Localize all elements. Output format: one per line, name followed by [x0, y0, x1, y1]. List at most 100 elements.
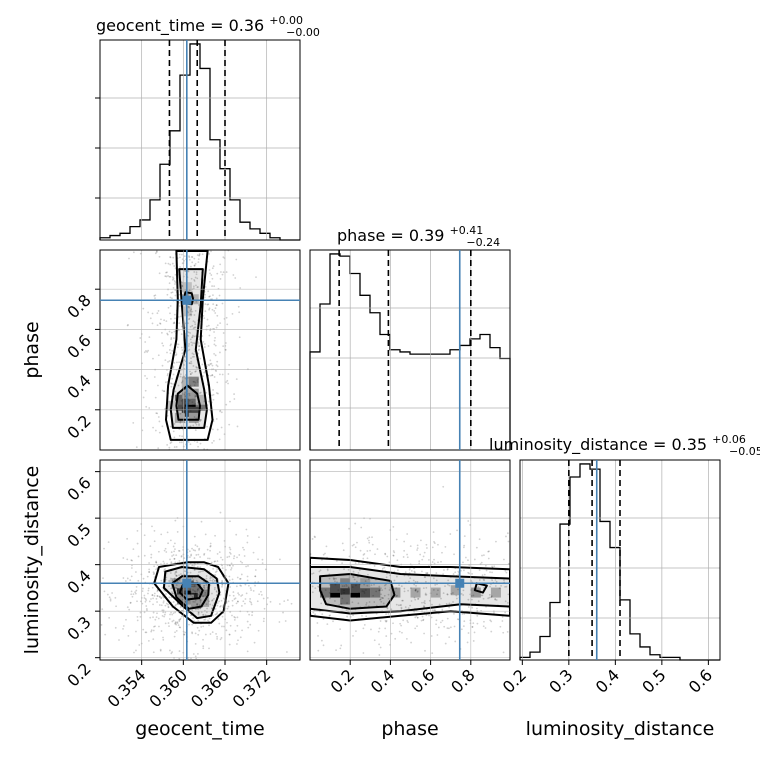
scatter-point: [343, 589, 345, 592]
scatter-point: [210, 607, 213, 610]
scatter-point: [551, 600, 553, 602]
scatter-point: [209, 295, 211, 298]
truth-marker-phase-vs-luminosity-distance: [455, 578, 465, 588]
scatter-point: [155, 251, 158, 253]
scatter-point: [236, 600, 239, 603]
scatter-point: [443, 625, 446, 628]
scatter-point: [238, 619, 240, 621]
scatter-point: [445, 602, 448, 605]
scatter-point: [188, 289, 191, 292]
scatter-point: [167, 274, 169, 277]
scatter-point: [191, 222, 193, 224]
scatter-point: [154, 297, 156, 300]
scatter-point: [442, 573, 445, 576]
scatter-point: [471, 626, 474, 628]
scatter-point: [518, 631, 520, 633]
scatter-point: [175, 570, 178, 573]
xtick-label-luminosity-distance: 0.5: [638, 665, 669, 696]
scatter-point: [237, 639, 239, 642]
scatter-point: [192, 589, 194, 591]
scatter-point: [434, 609, 436, 612]
scatter-point: [156, 219, 158, 221]
scatter-point: [335, 577, 337, 580]
scatter-point: [235, 378, 238, 381]
scatter-point: [264, 593, 266, 595]
scatter-point: [217, 618, 220, 620]
scatter-point: [174, 561, 177, 564]
scatter-point: [385, 635, 388, 637]
scatter-point: [399, 622, 402, 625]
scatter-point: [162, 344, 165, 347]
scatter-point: [178, 650, 181, 652]
scatter-point: [206, 325, 208, 328]
scatter-point: [192, 600, 195, 603]
scatter-point: [179, 451, 181, 453]
scatter-point: [219, 593, 222, 596]
scatter-point: [191, 632, 194, 635]
scatter-point: [215, 590, 218, 592]
scatter-point: [190, 308, 193, 311]
scatter-point: [296, 612, 298, 614]
scatter-point: [189, 384, 192, 387]
scatter-point: [628, 593, 630, 595]
scatter-point: [483, 579, 486, 582]
scatter-point: [507, 540, 510, 543]
scatter-point: [437, 543, 439, 546]
scatter-point: [164, 275, 167, 278]
scatter-point: [238, 554, 241, 556]
scatter-point: [132, 251, 135, 254]
scatter-point: [212, 294, 214, 297]
scatter-point: [238, 336, 241, 339]
density-cell: [188, 406, 199, 417]
scatter-point: [276, 528, 278, 530]
scatter-point: [220, 556, 222, 559]
scatter-point: [426, 572, 429, 574]
scatter-point: [210, 362, 213, 365]
scatter-point: [172, 464, 174, 466]
scatter-point: [199, 601, 202, 603]
scatter-point: [215, 632, 217, 635]
scatter-point: [212, 567, 215, 570]
scatter-point: [406, 619, 409, 622]
scatter-point: [174, 604, 177, 607]
scatter-point: [136, 542, 139, 545]
scatter-point: [229, 586, 231, 588]
scatter-point: [177, 316, 180, 318]
scatter-point: [400, 606, 403, 609]
scatter-point: [207, 345, 210, 347]
scatter-point: [155, 561, 158, 564]
scatter-point: [132, 548, 135, 551]
scatter-point: [194, 601, 196, 603]
scatter-point: [446, 593, 449, 596]
scatter-point: [198, 254, 201, 257]
scatter-point: [164, 547, 167, 550]
scatter-point: [414, 580, 417, 583]
scatter-point: [176, 346, 179, 349]
scatter-point: [197, 349, 200, 352]
scatter-point: [142, 628, 145, 631]
scatter-point: [157, 310, 160, 312]
contour-line-geocent-time-vs-phase: [175, 384, 201, 421]
scatter-point: [420, 619, 423, 622]
scatter-point: [152, 426, 154, 429]
scatter-point: [197, 633, 200, 636]
scatter-point: [178, 550, 181, 552]
scatter-point: [193, 264, 196, 267]
density-cell: [390, 587, 401, 598]
scatter-point: [233, 398, 236, 400]
scatter-point: [159, 596, 161, 598]
scatter-point: [232, 564, 234, 567]
scatter-point: [213, 352, 216, 355]
scatter-point: [181, 435, 184, 438]
density-cell: [470, 587, 481, 598]
scatter-point: [210, 274, 213, 276]
scatter-point: [384, 587, 387, 590]
scatter-point: [526, 578, 528, 580]
scatter-point: [273, 574, 275, 576]
scatter-point: [385, 613, 388, 615]
scatter-point: [368, 541, 371, 544]
scatter-point: [482, 625, 485, 628]
scatter-point: [193, 335, 196, 338]
scatter-point: [665, 600, 667, 602]
scatter-point: [292, 553, 294, 555]
